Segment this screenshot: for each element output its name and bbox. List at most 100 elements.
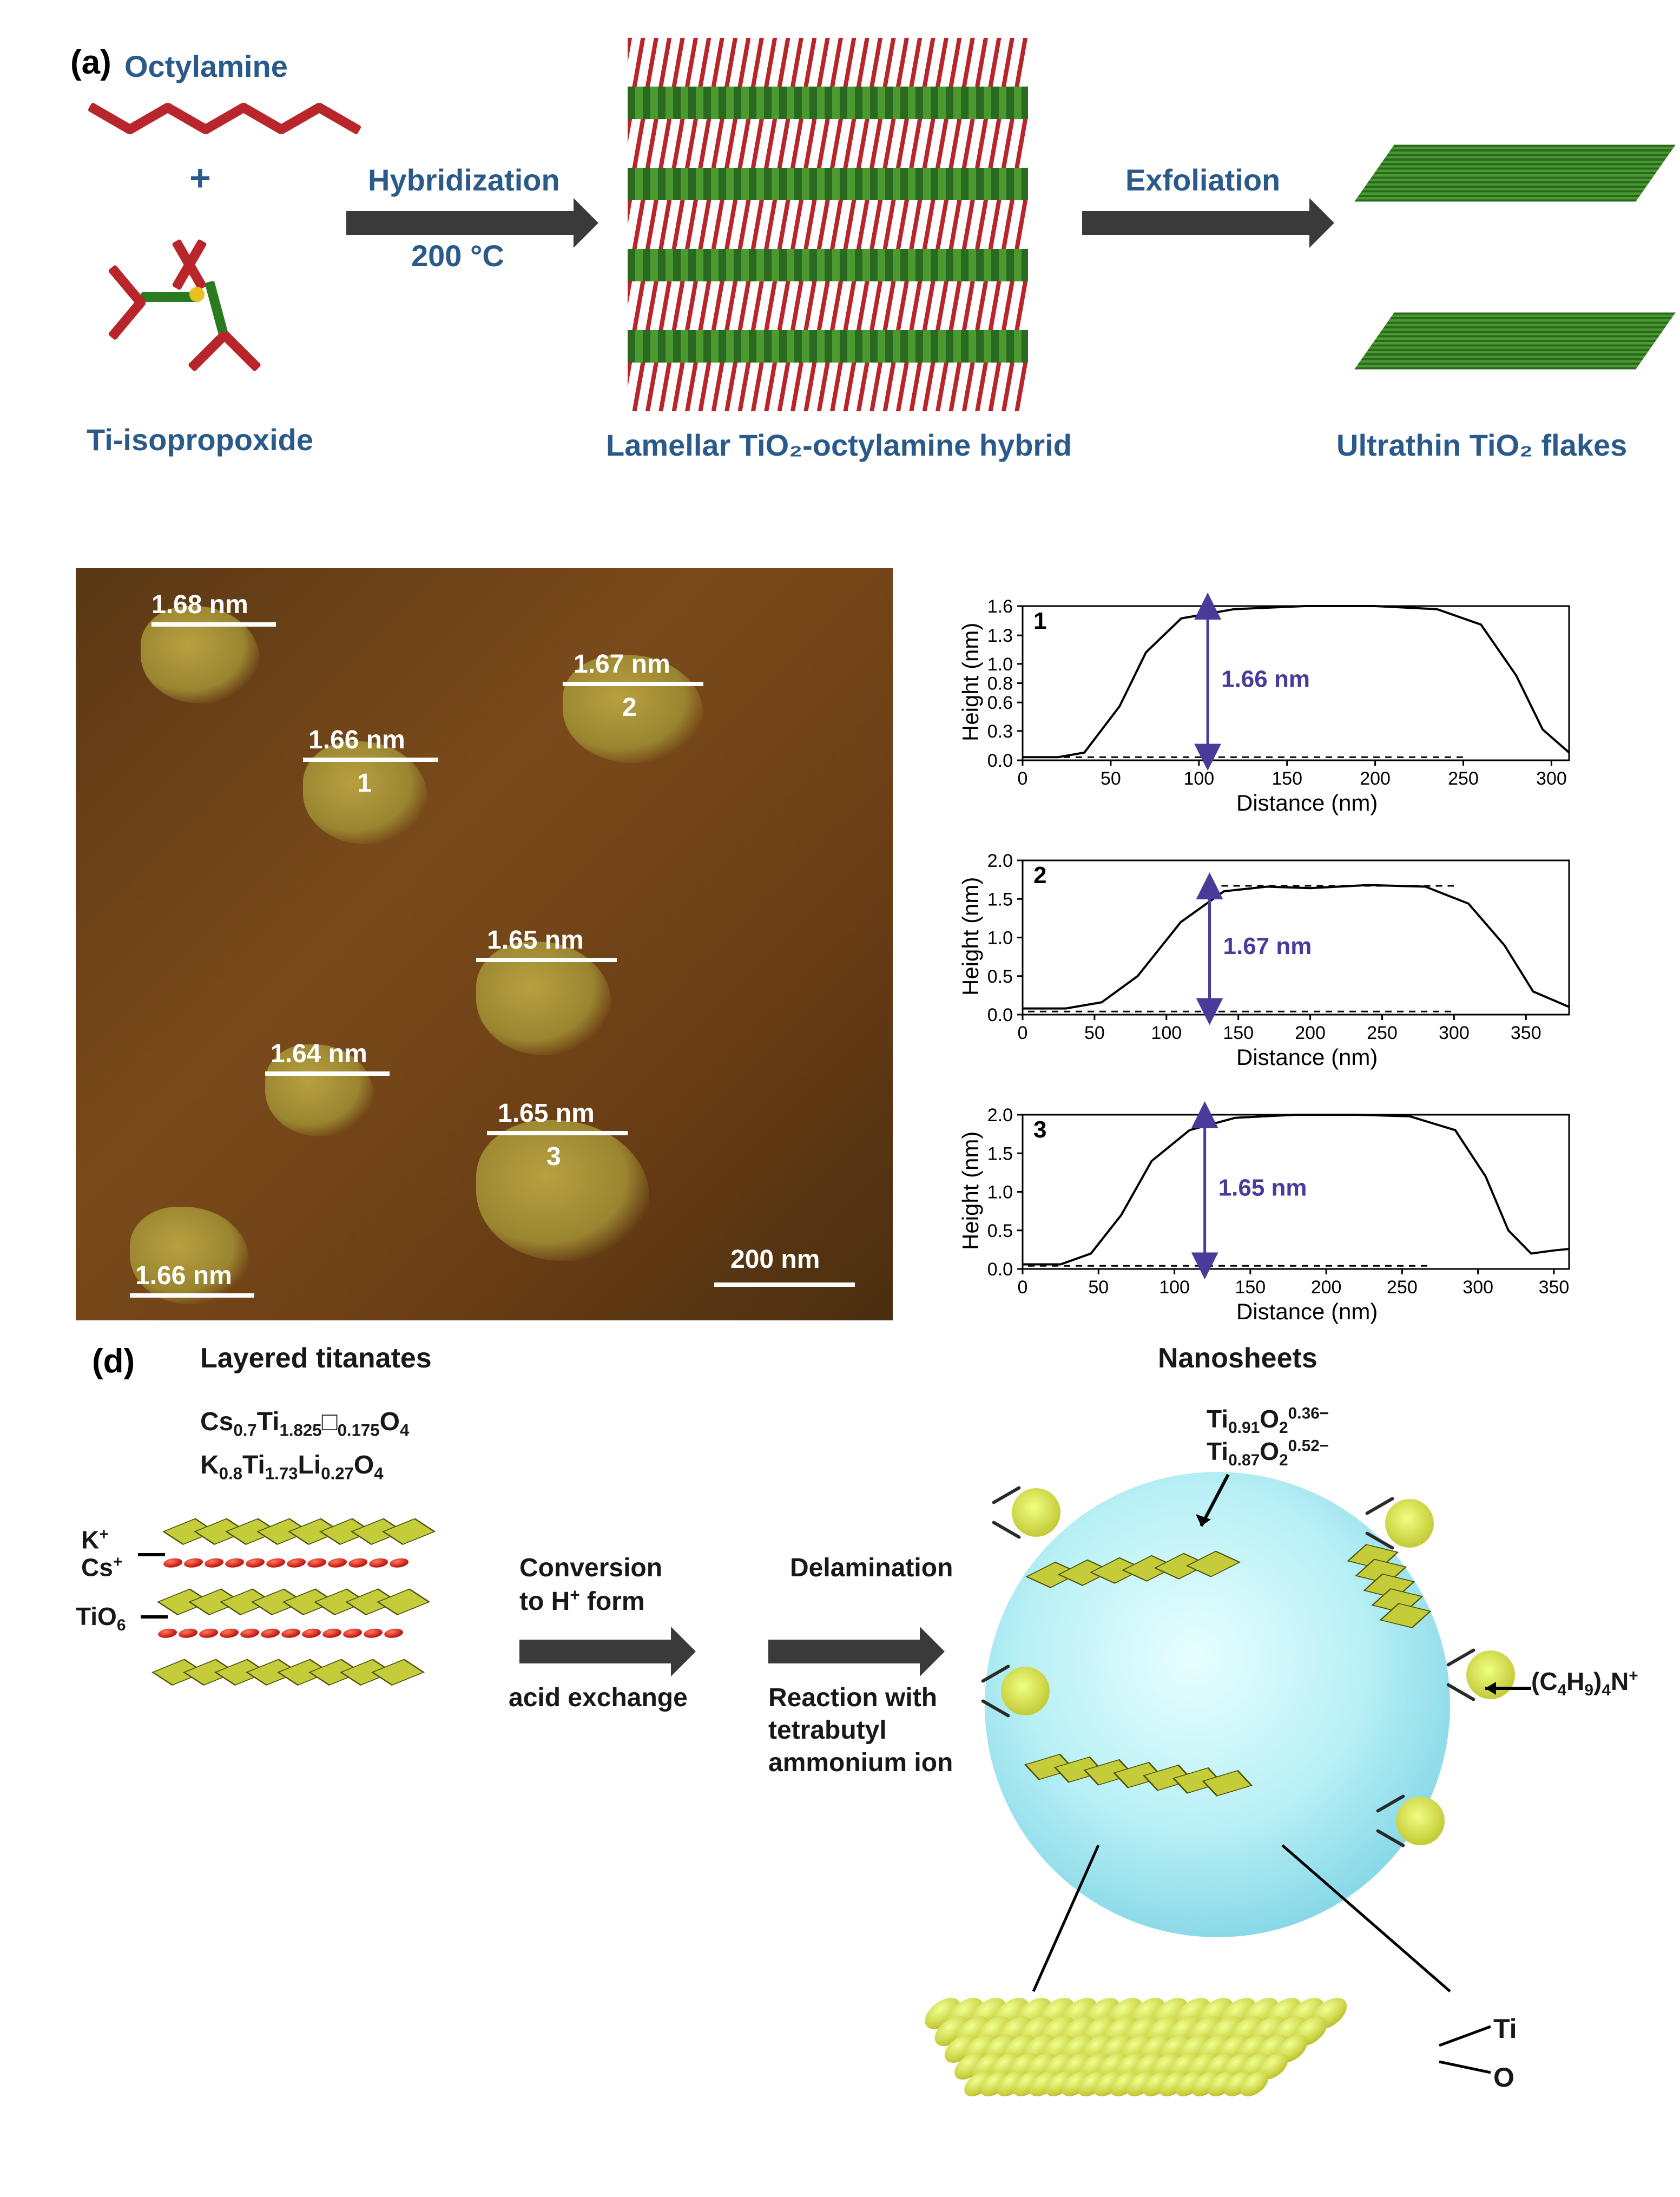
svg-text:2: 2 <box>1033 862 1046 889</box>
svg-text:2.0: 2.0 <box>987 1105 1013 1126</box>
svg-text:50: 50 <box>1084 1023 1105 1043</box>
tba-ion-4 <box>1396 1797 1445 1845</box>
svg-text:350: 350 <box>1539 1277 1570 1298</box>
panel-label-d: (d) <box>92 1342 135 1380</box>
svg-text:1.66 nm: 1.66 nm <box>1221 666 1310 693</box>
ylabel: Height (nm) <box>958 877 984 996</box>
svg-text:1.0: 1.0 <box>987 654 1013 675</box>
svg-text:0: 0 <box>1018 768 1028 789</box>
height-profile-3: 0.00.51.01.52.005010015020025030035031.6… <box>963 1098 1585 1304</box>
flake-top <box>1354 145 1676 202</box>
tba-ion-1 <box>1012 1488 1060 1537</box>
svg-text:0.3: 0.3 <box>987 721 1013 742</box>
label-tio6: TiO6 <box>76 1602 126 1635</box>
svg-text:0: 0 <box>1018 1023 1028 1043</box>
afm-val-4: 1.64 nm <box>271 1039 367 1069</box>
label-delamination: Delamination <box>790 1553 953 1583</box>
formula-cs: Cs0.7Ti1.825□0.175O4 <box>200 1407 409 1440</box>
svg-text:200: 200 <box>1360 768 1391 789</box>
svg-text:0.0: 0.0 <box>987 751 1013 771</box>
label-conversion-2: to H+ form <box>519 1586 645 1616</box>
afm-val-1: 1.67 nm <box>574 649 670 679</box>
afm-val-5: 1.65 nm <box>498 1098 595 1128</box>
svg-text:250: 250 <box>1367 1023 1398 1043</box>
svg-text:1.5: 1.5 <box>987 1143 1013 1164</box>
label-nanosheets: Nanosheets <box>1158 1342 1317 1374</box>
svg-text:200: 200 <box>1295 1023 1326 1043</box>
label-temperature: 200 °C <box>411 238 504 273</box>
svg-text:100: 100 <box>1159 1277 1190 1298</box>
svg-text:1.5: 1.5 <box>987 889 1013 910</box>
label-ti-isopropoxide: Ti-isopropoxide <box>87 422 313 457</box>
arrow-conversion <box>519 1640 671 1663</box>
svg-text:100: 100 <box>1183 768 1214 789</box>
label-tba: (C4H9)4N+ <box>1531 1667 1638 1700</box>
svg-text:0.0: 0.0 <box>987 1259 1013 1280</box>
ylabel: Height (nm) <box>958 1132 984 1250</box>
arrow-delamination <box>768 1640 920 1663</box>
svg-text:0.0: 0.0 <box>987 1005 1013 1025</box>
afm-val-3: 1.65 nm <box>487 925 584 955</box>
afm-image: 1.68 nm 1.67 nm 2 1.66 nm 1 1.65 nm 1.64… <box>76 568 893 1320</box>
pointer-tba <box>1477 1672 1542 1705</box>
svg-text:300: 300 <box>1462 1277 1493 1298</box>
svg-text:1.67 nm: 1.67 nm <box>1223 933 1312 959</box>
svg-text:100: 100 <box>1151 1023 1182 1043</box>
xlabel: Distance (nm) <box>1236 790 1378 816</box>
flake-bottom <box>1354 313 1676 370</box>
label-lamellar: Lamellar TiO₂-octylamine hybrid <box>606 427 1072 463</box>
zoom-lines <box>1028 1840 1515 2002</box>
svg-text:300: 300 <box>1536 768 1567 789</box>
svg-text:1.3: 1.3 <box>987 626 1013 646</box>
svg-text:250: 250 <box>1448 768 1479 789</box>
svg-text:1.0: 1.0 <box>987 1182 1013 1203</box>
label-conversion-1: Conversion <box>519 1553 662 1583</box>
label-ns2: Ti0.87O20.52− <box>1207 1437 1329 1470</box>
arrow-exfoliation <box>1082 211 1309 235</box>
svg-text:1.0: 1.0 <box>987 928 1013 949</box>
svg-text:1: 1 <box>1033 608 1046 634</box>
arrow-hybridization <box>346 211 574 235</box>
svg-text:50: 50 <box>1101 768 1121 789</box>
xlabel: Distance (nm) <box>1236 1299 1378 1325</box>
figure-page: (a) (b) (c) (d) Octylamine + Ti-isopropo… <box>0 0 1680 2197</box>
tba-ion-3 <box>1001 1667 1050 1715</box>
label-plus: + <box>189 157 211 199</box>
svg-text:0.5: 0.5 <box>987 1221 1013 1241</box>
svg-text:300: 300 <box>1439 1023 1470 1043</box>
svg-text:200: 200 <box>1311 1277 1342 1298</box>
panel-label-a: (a) <box>70 43 111 82</box>
label-ns1: Ti0.91O20.36− <box>1207 1404 1329 1437</box>
svg-text:0.5: 0.5 <box>987 966 1013 987</box>
afm-scale: 200 nm <box>730 1245 820 1274</box>
formula-k: K0.8Ti1.73Li0.27O4 <box>200 1450 384 1484</box>
ylabel: Height (nm) <box>958 623 984 741</box>
label-octylamine: Octylamine <box>124 49 288 84</box>
svg-text:1.6: 1.6 <box>987 596 1013 617</box>
tba-ion-2 <box>1385 1499 1434 1548</box>
svg-text:150: 150 <box>1235 1277 1266 1298</box>
afm-num-1: 1 <box>357 768 372 798</box>
pointer-ti-o <box>1428 2018 1499 2089</box>
label-react-2: tetrabutyl <box>768 1715 887 1745</box>
label-react-1: Reaction with <box>768 1683 937 1713</box>
svg-text:350: 350 <box>1511 1023 1541 1043</box>
label-flakes: Ultrathin TiO₂ flakes <box>1336 427 1627 463</box>
svg-text:250: 250 <box>1387 1277 1418 1298</box>
afm-num-2: 2 <box>622 693 637 722</box>
height-profile-2: 0.0 0.5 1.0 1.5 2.0 0 50 100 150 200 250 300 350 2 1.6… <box>963 844 1585 1050</box>
svg-text:150: 150 <box>1271 768 1302 789</box>
afm-num-3: 3 <box>546 1142 561 1172</box>
label-layered-titanates: Layered titanates <box>200 1342 432 1374</box>
lamellar-hybrid-diagram <box>628 38 1028 406</box>
label-acid-exchange: acid exchange <box>509 1683 688 1713</box>
svg-text:0.8: 0.8 <box>987 674 1013 694</box>
afm-val-0: 1.68 nm <box>151 590 248 620</box>
svg-text:0: 0 <box>1018 1277 1028 1298</box>
height-profile-1: 0.00.30.60.81.01.31.60501001502002503001… <box>963 590 1585 795</box>
svg-text:3: 3 <box>1033 1116 1046 1143</box>
svg-text:2.0: 2.0 <box>987 851 1013 871</box>
svg-text:150: 150 <box>1223 1023 1254 1043</box>
afm-val-6: 1.66 nm <box>135 1261 232 1291</box>
label-exfoliation: Exfoliation <box>1125 162 1280 198</box>
